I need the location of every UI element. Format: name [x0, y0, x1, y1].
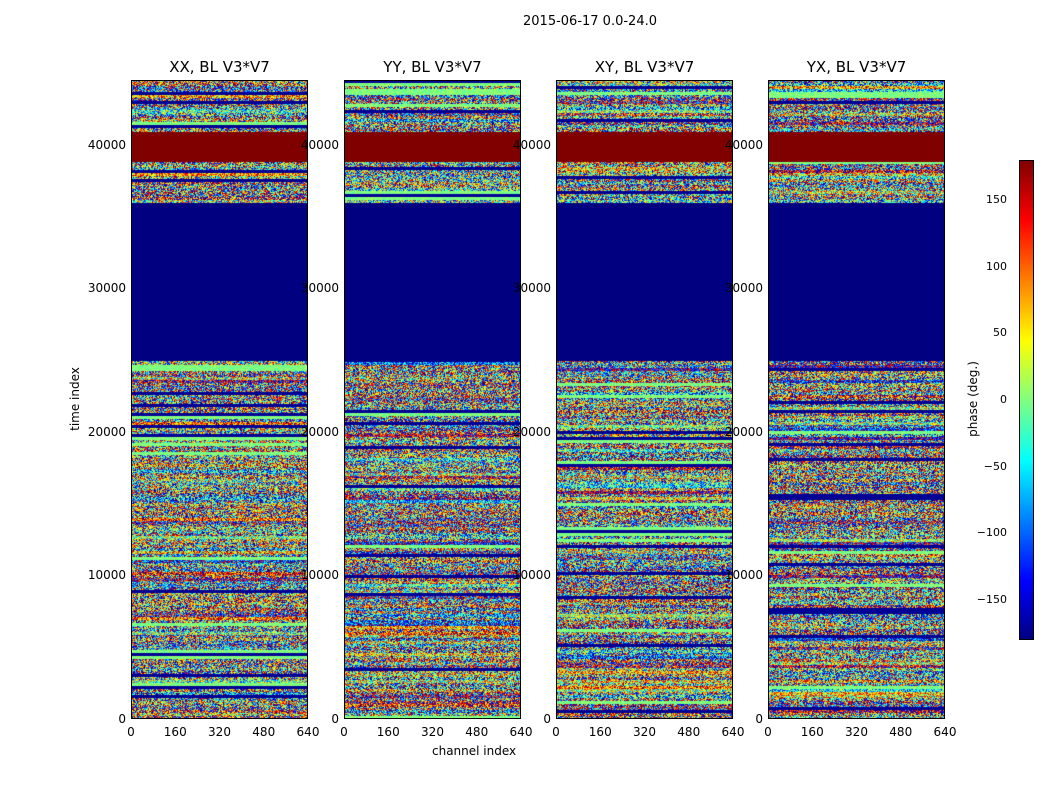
x-tick-label: 0: [127, 725, 135, 739]
x-tick-label: 0: [340, 725, 348, 739]
colorbar-frame: [1019, 160, 1034, 640]
x-tick-label: 320: [421, 725, 444, 739]
heatmap-image-yx: [768, 80, 945, 719]
y-tick-label: 0: [331, 712, 339, 726]
colorbar-tick-label: −150: [976, 593, 1007, 606]
x-axis-label: channel index: [432, 744, 517, 758]
heatmap-panel-yy: [344, 80, 521, 719]
colorbar-tick-label: −50: [983, 459, 1007, 473]
colorbar-tick-label: −100: [976, 526, 1007, 540]
x-tick-label: 160: [376, 725, 400, 739]
x-tick-label: 0: [764, 725, 772, 739]
heatmap-image-xy: [556, 80, 733, 719]
heatmap-panel-xy: [556, 80, 733, 719]
y-tick-label: 0: [543, 712, 551, 726]
colorbar: [1019, 160, 1034, 640]
y-tick-label: 30000: [724, 281, 763, 296]
y-tick-label: 40000: [724, 137, 763, 152]
figure-title: 2015-06-17 0.0-24.0: [523, 14, 657, 29]
heatmap-panel-xx: [131, 80, 308, 719]
x-tick-label: 480: [465, 725, 489, 739]
colorbar-tick-label: 50: [993, 326, 1007, 340]
colorbar-tick-label: 150: [986, 193, 1007, 206]
y-tick-label: 0: [118, 712, 126, 726]
x-tick-label: 640: [296, 725, 320, 739]
colorbar-tick-label: 0: [1000, 393, 1007, 406]
y-tick-label: 20000: [724, 424, 763, 439]
y-tick-label: 10000: [724, 568, 763, 583]
x-tick-label: 320: [845, 725, 868, 739]
colorbar-gradient: [1019, 160, 1034, 640]
x-tick-label: 480: [889, 725, 913, 739]
y-tick-label: 10000: [300, 568, 339, 583]
panel-title-yy: YY, BL V3*V7: [383, 58, 482, 76]
x-tick-label: 160: [588, 725, 612, 739]
colorbar-label: phase (deg.): [966, 361, 980, 437]
y-tick-label: 30000: [300, 281, 339, 296]
y-tick-label: 20000: [512, 424, 551, 439]
y-tick-label: 0: [755, 712, 763, 726]
x-tick-label: 640: [509, 725, 533, 739]
x-tick-label: 480: [252, 725, 276, 739]
x-tick-label: 160: [163, 725, 187, 739]
y-tick-label: 30000: [512, 281, 551, 296]
x-tick-label: 320: [208, 725, 231, 739]
panel-title-xy: XY, BL V3*V7: [594, 58, 695, 76]
y-tick-label: 20000: [87, 424, 126, 439]
y-tick-label: 40000: [512, 137, 551, 152]
y-tick-label: 10000: [512, 568, 551, 583]
y-axis-label: time index: [68, 367, 82, 431]
y-tick-label: 40000: [87, 137, 126, 152]
y-tick-label: 40000: [300, 137, 339, 152]
panel-title-xx: XX, BL V3*V7: [169, 58, 270, 76]
x-tick-label: 480: [677, 725, 701, 739]
colorbar-tick-label: 100: [986, 259, 1007, 273]
heatmap-image-yy: [344, 80, 521, 719]
x-tick-label: 0: [552, 725, 560, 739]
y-tick-label: 10000: [87, 568, 126, 583]
y-tick-label: 30000: [87, 281, 126, 296]
x-tick-label: 160: [800, 725, 824, 739]
x-tick-label: 640: [933, 725, 957, 739]
panel-title-yx: YX, BL V3*V7: [806, 58, 907, 76]
heatmap-image-xx: [131, 80, 308, 719]
heatmap-panel-yx: [768, 80, 945, 719]
x-tick-label: 320: [633, 725, 656, 739]
x-tick-label: 640: [721, 725, 745, 739]
y-tick-label: 20000: [300, 424, 339, 439]
